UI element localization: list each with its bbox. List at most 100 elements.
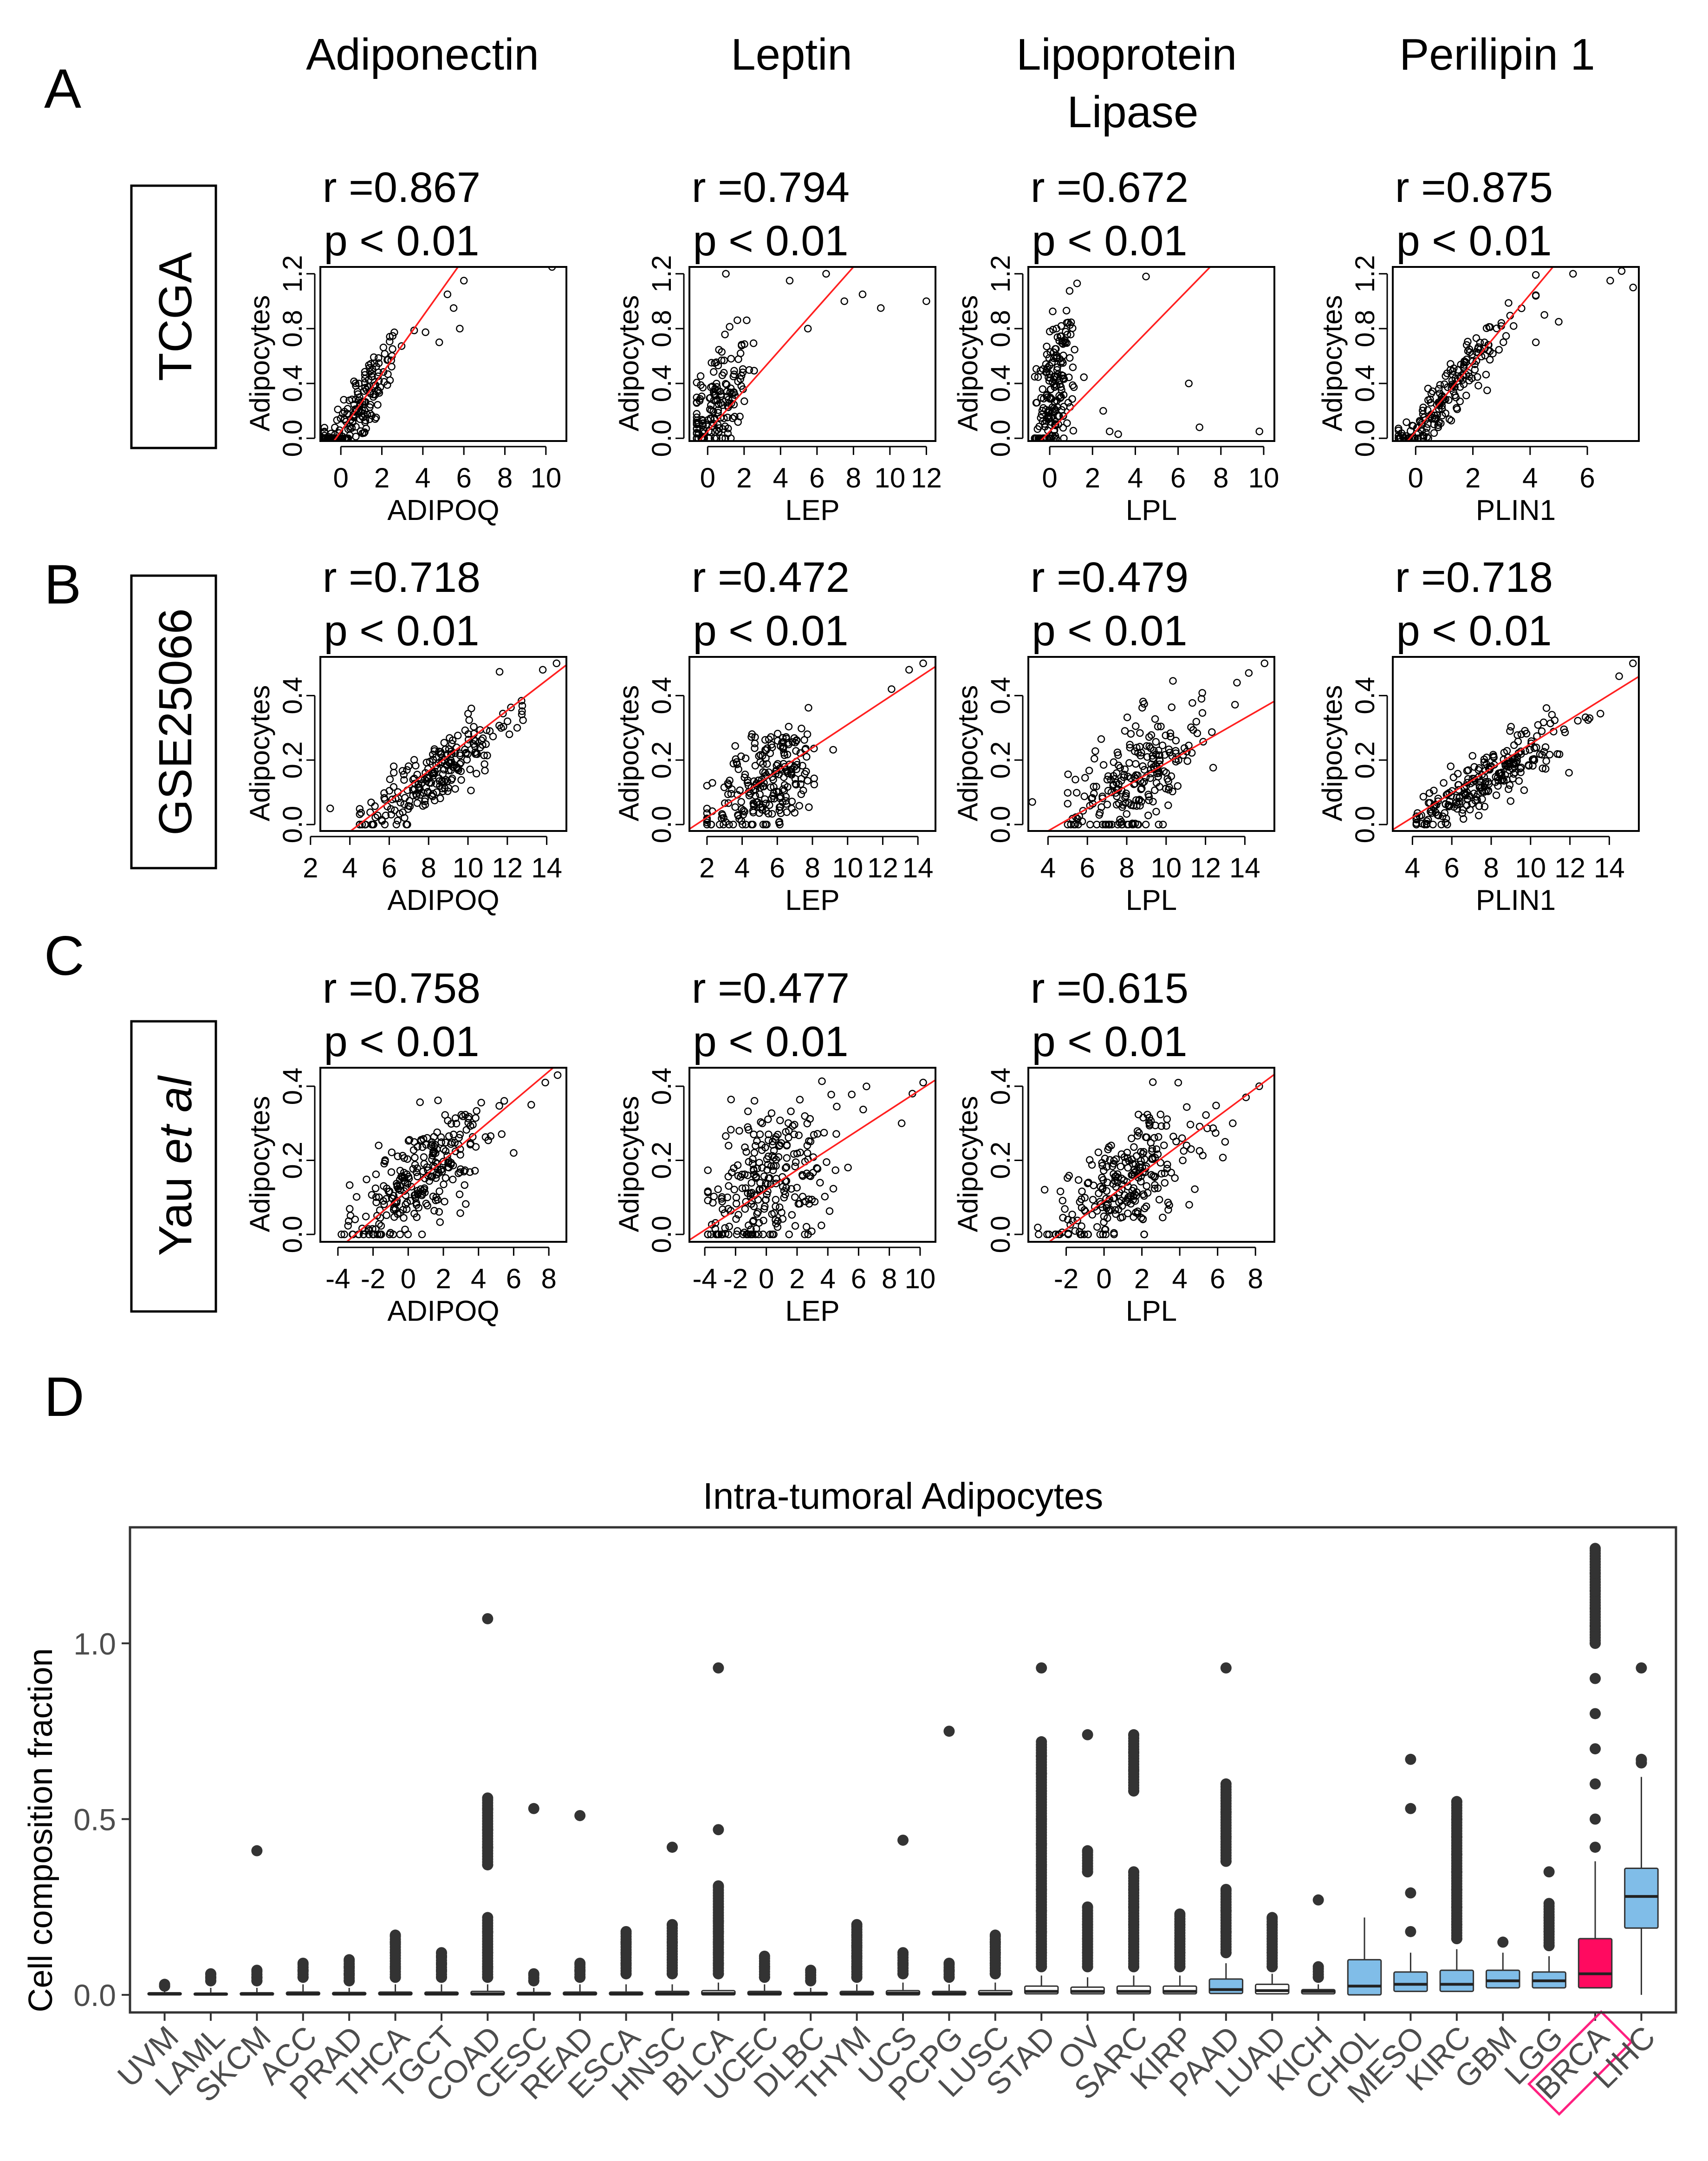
data-point — [731, 742, 739, 750]
column-title-lipoprotein-lipase: Lipoprotein Lipase — [1016, 30, 1249, 137]
data-point — [736, 375, 745, 383]
scatter-b-lpl: r =0.479 p < 0.01 4 6 8 10 12 14 LPL 0.0 0.2 0.4Adi… — [952, 554, 1275, 916]
data-point — [338, 434, 346, 441]
x-tick-label: 10 — [874, 462, 905, 493]
x-tick-label: 6 — [456, 462, 471, 493]
data-point — [752, 1230, 760, 1239]
data-point — [813, 1164, 821, 1172]
data-point — [1597, 709, 1604, 718]
data-point — [1492, 791, 1500, 799]
data-point — [487, 1132, 495, 1140]
data-point — [1142, 273, 1150, 280]
data-point — [436, 794, 444, 803]
data-point — [438, 1165, 446, 1174]
data-point — [1178, 1134, 1186, 1142]
data-point — [1447, 762, 1455, 770]
data-point — [734, 316, 741, 324]
data-point — [1100, 1167, 1108, 1175]
data-point — [435, 1208, 443, 1216]
data-point — [461, 746, 469, 753]
data-point — [1081, 774, 1089, 782]
highlight-outline — [1527, 2010, 1633, 2116]
data-point — [471, 1167, 479, 1175]
data-point — [1060, 434, 1068, 441]
data-point — [730, 1186, 738, 1194]
data-point — [371, 813, 379, 822]
data-point — [832, 1130, 840, 1138]
data-point — [454, 732, 462, 740]
data-point — [798, 1171, 806, 1179]
outlier-point — [390, 1931, 401, 1942]
data-point — [447, 1140, 455, 1148]
data-point — [390, 783, 398, 791]
outlier-point — [1266, 1913, 1278, 1925]
x-tick-label: 6 — [851, 1263, 866, 1294]
data-point — [730, 367, 738, 375]
data-point — [503, 717, 512, 726]
x-tick-label: 8 — [882, 1263, 897, 1294]
y-tick-label: 0.4 — [647, 677, 677, 714]
data-point — [1209, 764, 1217, 772]
data-point — [831, 1166, 839, 1175]
outlier-point — [1590, 1708, 1601, 1720]
data-point — [1195, 423, 1203, 431]
data-point — [1043, 343, 1051, 350]
outlier-point — [1543, 1866, 1555, 1878]
x-tick-label: 0 — [1096, 1263, 1111, 1294]
x-tick-label: 6 — [770, 852, 785, 883]
data-point — [539, 666, 547, 674]
data-point — [1458, 809, 1466, 818]
data-point — [378, 817, 386, 825]
data-point — [1422, 428, 1430, 436]
data-point — [1046, 348, 1054, 356]
outlier-point — [897, 1834, 909, 1846]
r-value-label: r =0.477 — [692, 965, 850, 1012]
data-point — [1154, 722, 1162, 731]
y-tick-label: 0.4 — [1350, 677, 1380, 714]
regression-line — [345, 1068, 555, 1242]
data-point — [747, 1190, 754, 1198]
column-title-perilipin-1: Perilipin 1 — [1399, 30, 1595, 79]
data-point — [704, 1230, 712, 1239]
data-point — [1427, 399, 1435, 407]
data-point — [750, 367, 758, 375]
x-tick-label: 10 — [1248, 462, 1279, 493]
data-point — [762, 1196, 770, 1204]
data-point — [410, 1138, 418, 1146]
data-point — [1110, 1160, 1117, 1168]
box-body — [1116, 1985, 1151, 1995]
r-value-label: r =0.758 — [323, 965, 481, 1012]
data-point — [1098, 820, 1107, 829]
data-point — [740, 773, 748, 782]
data-point — [442, 1147, 450, 1155]
data-point — [772, 1195, 780, 1204]
data-point — [1515, 777, 1523, 785]
data-point — [1481, 778, 1490, 786]
data-point — [1099, 761, 1108, 769]
data-point — [719, 425, 727, 433]
data-point — [434, 1097, 442, 1104]
data-point — [1540, 748, 1548, 756]
data-point — [848, 1090, 856, 1098]
data-point — [1137, 749, 1145, 757]
data-point — [753, 1164, 761, 1173]
p-value-label: p < 0.01 — [693, 217, 848, 265]
data-point — [1452, 394, 1460, 402]
data-point — [779, 1183, 787, 1191]
data-point — [1157, 1170, 1166, 1178]
data-point — [1197, 695, 1206, 703]
data-point — [741, 1143, 749, 1151]
data-point — [468, 1133, 477, 1141]
data-point — [394, 817, 402, 824]
data-point — [1629, 284, 1637, 292]
data-point — [709, 368, 718, 376]
y-tick-label: 1.2 — [986, 255, 1016, 292]
data-point — [1104, 1214, 1111, 1222]
data-point — [333, 416, 341, 424]
data-point — [390, 762, 398, 771]
plot-frame — [1027, 1067, 1275, 1243]
data-point — [372, 1193, 380, 1201]
data-point — [1073, 279, 1081, 287]
x-tick-label: 14 — [531, 852, 562, 883]
data-point — [1059, 340, 1067, 348]
